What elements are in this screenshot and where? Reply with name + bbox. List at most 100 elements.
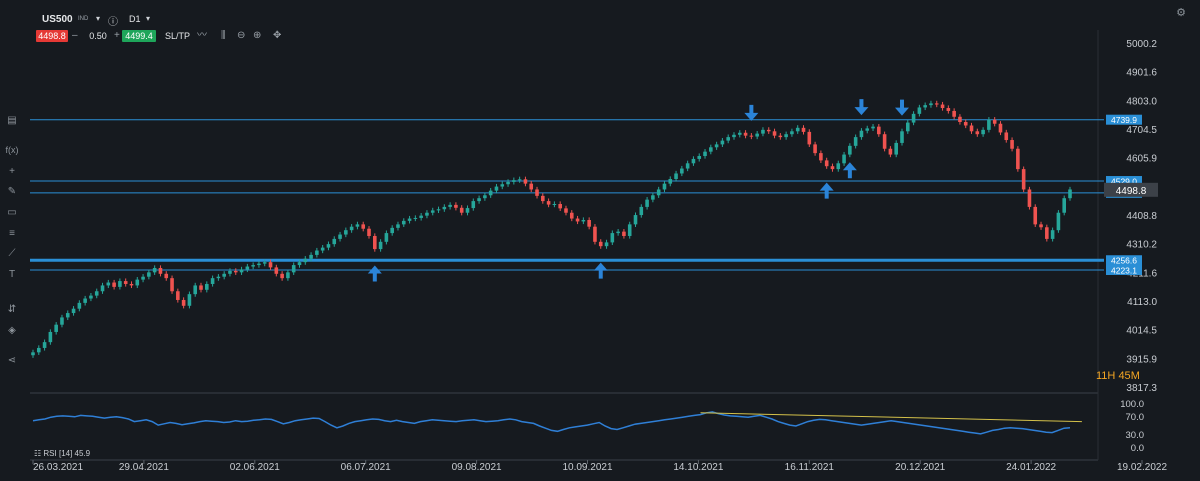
zoom-in-icon[interactable]: ⊕ [253, 30, 262, 41]
candle-body [517, 179, 522, 181]
layers-icon[interactable]: ◈ [8, 325, 16, 336]
gear-icon[interactable]: ⚙ [1176, 7, 1186, 19]
symbol-type: IND [78, 16, 89, 22]
symbol-dropdown-icon[interactable]: ▾ [96, 14, 101, 23]
candle-body [488, 190, 493, 196]
down-arrow-marker [894, 99, 909, 116]
candle-body [529, 183, 534, 190]
candle-body [871, 126, 875, 129]
candle-body [929, 103, 933, 106]
trading-icon[interactable]: ⇵ [7, 304, 17, 315]
candle-body [772, 131, 777, 136]
candle-body [836, 163, 841, 170]
candle-body [181, 299, 186, 306]
candle-body [801, 127, 806, 132]
candle-body [749, 135, 754, 137]
sell-price-button[interactable]: 4498.8 [36, 30, 68, 42]
candle-body [737, 132, 742, 135]
candle-body [552, 204, 557, 206]
timeframe-select[interactable]: D1 [129, 14, 141, 24]
countdown-minutes-unit: M [1130, 370, 1140, 382]
candle-body [251, 265, 255, 267]
ruler-icon[interactable]: ⟋ [8, 248, 16, 259]
candle-body [703, 151, 707, 157]
candle-body [541, 195, 545, 202]
candle-body [413, 217, 418, 219]
candle-body [384, 233, 389, 242]
candle-body [89, 295, 93, 299]
info-icon[interactable]: ⓘ [108, 17, 118, 28]
sltp-button[interactable]: SL/TP [165, 31, 191, 41]
candle-body [60, 317, 64, 325]
function-icon[interactable]: f(x) [5, 145, 19, 155]
candle-body [31, 352, 35, 356]
candle-body [152, 267, 157, 273]
level-price-tag [1106, 114, 1142, 125]
rsi-level-label: 100.0 [1120, 399, 1144, 410]
candle-body [581, 219, 586, 222]
indicator-icon[interactable]: ▤ [7, 115, 17, 126]
candle-body [622, 231, 626, 236]
rsi-level-label: 30.0 [1126, 430, 1145, 441]
candle-body [106, 282, 111, 286]
move-icon[interactable]: ✥ [273, 30, 282, 41]
candle-body [54, 324, 58, 332]
candle-body [877, 126, 881, 135]
y-tick-label: 4408.8 [1126, 211, 1157, 222]
candle-body [853, 137, 858, 146]
fibonacci-icon[interactable]: ≡ [9, 228, 15, 239]
candle-body [430, 210, 435, 213]
candle-countdown: 11H 45M [1096, 370, 1140, 382]
countdown-hours: 11 [1096, 370, 1108, 382]
symbol-name[interactable]: US500 [42, 14, 73, 25]
candle-body [952, 110, 956, 117]
y-tick-label: 4901.6 [1126, 68, 1157, 79]
candle-body [245, 266, 250, 270]
candle-body [975, 131, 980, 135]
candle-body [888, 148, 893, 155]
candle-body [361, 224, 366, 229]
candle-body [587, 219, 591, 227]
candle-body [512, 180, 516, 182]
candle-body [616, 231, 620, 234]
candle-body [680, 168, 684, 174]
decrease-volume-button[interactable]: – [72, 30, 78, 41]
y-tick-label: 4310.2 [1126, 240, 1157, 251]
candle-body [123, 281, 128, 284]
rectangle-icon[interactable]: ▭ [7, 207, 17, 218]
candle-body [784, 134, 788, 138]
volume-value[interactable]: 0.50 [89, 31, 107, 41]
level-price-tag [1106, 176, 1142, 187]
candle-body [743, 132, 748, 136]
candle-body [355, 224, 360, 227]
countdown-hours-unit: H [1107, 370, 1116, 382]
increase-volume-button[interactable]: + [114, 30, 120, 41]
candle-body [1056, 212, 1061, 231]
candle-body [205, 283, 209, 290]
bar-chart-icon[interactable]: ⫼ [221, 30, 226, 41]
x-tick-label: 26.03.2021 [33, 462, 83, 473]
y-tick-label: 4014.5 [1126, 326, 1157, 337]
candle-body [732, 134, 736, 138]
y-tick-label: 4605.9 [1126, 154, 1157, 165]
rsi-trend-line [700, 412, 1082, 423]
level-price-label: 4223.1 [1111, 265, 1137, 275]
up-arrow-marker [593, 262, 608, 279]
candle-body [865, 128, 870, 131]
zoom-out-icon[interactable]: ⊖ [237, 30, 246, 41]
crosshair-icon[interactable]: + [9, 166, 15, 177]
y-tick-label: 3915.9 [1126, 354, 1157, 365]
countdown-minutes: 45 [1118, 370, 1131, 382]
candle-body [112, 282, 116, 287]
share-icon[interactable]: ⋖ [7, 355, 17, 366]
chart-type-icon[interactable]: 〰 [197, 30, 207, 41]
text-icon[interactable]: T [8, 269, 16, 280]
timeframe-dropdown-icon[interactable]: ▾ [146, 14, 151, 23]
candle-body [309, 254, 313, 259]
candle-body [65, 313, 70, 318]
rsi-label[interactable]: ☷ RSI [14] 45.9 [34, 449, 91, 458]
pen-icon[interactable]: ✎ [7, 186, 17, 197]
buy-price-button[interactable]: 4499.4 [122, 30, 156, 42]
y-tick-label: 4211.6 [1127, 268, 1157, 279]
